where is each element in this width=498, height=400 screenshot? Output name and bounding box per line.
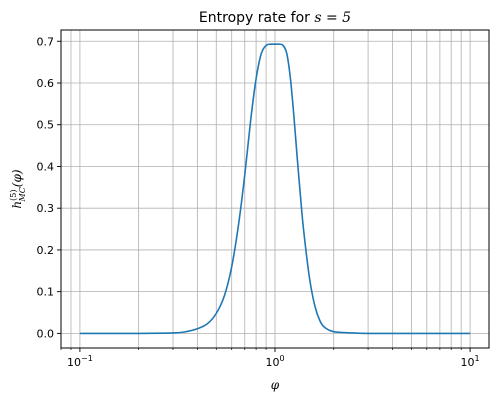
- y-tick-label: 0.1: [37, 286, 55, 299]
- y-tick-label: 0.0: [37, 327, 55, 340]
- y-tick-label: 0.6: [37, 77, 55, 90]
- x-axis-label: φ: [271, 378, 280, 392]
- title-text: Entropy rate for: [199, 10, 314, 26]
- y-tick-label: 0.5: [37, 119, 55, 132]
- y-axis-label: h(5)MC(φ): [9, 169, 27, 208]
- x-tick-label: 101: [461, 354, 480, 369]
- y-tick-label: 0.3: [37, 202, 55, 215]
- x-tick-label: 100: [265, 354, 284, 369]
- y-tick-label: 0.2: [37, 244, 55, 257]
- grid: [60, 30, 489, 348]
- x-tick-label: 10−1: [67, 354, 93, 369]
- y-tick-label: 0.7: [37, 35, 55, 48]
- chart-title: Entropy rate for s = 5: [199, 10, 351, 26]
- series-layer: [79, 43, 471, 335]
- entropy-rate-line: [79, 43, 471, 335]
- y-tick-label: 0.4: [37, 160, 55, 173]
- ticks: 10−1 100 101 0.0 0.1 0.2 0.3 0.4 0.5 0.6 0.7: [37, 35, 480, 369]
- title-math: s = 5: [314, 10, 351, 26]
